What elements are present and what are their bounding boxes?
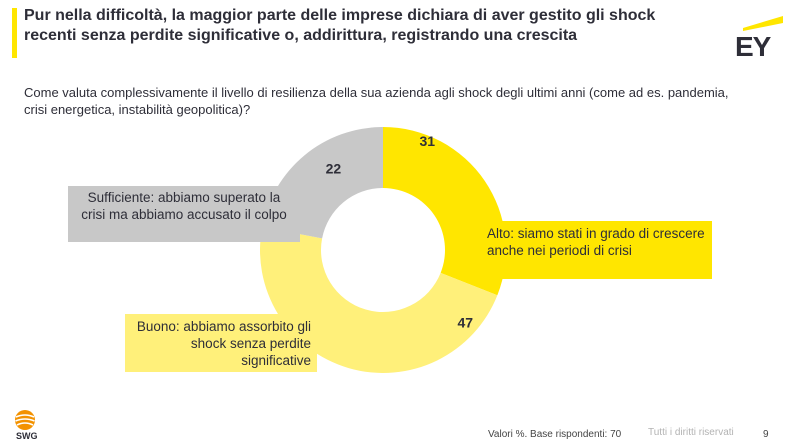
ey-logo-text: EY — [735, 31, 771, 62]
survey-question: Come valuta complessivamente il livello … — [24, 85, 729, 117]
swg-logo-text: SWG — [16, 431, 38, 441]
ey-logo: EY — [735, 14, 785, 68]
value-label-buono: 47 — [457, 315, 473, 331]
slice-alto — [383, 127, 506, 296]
callout-sufficiente: Sufficiente: abbiamo superato la crisi m… — [68, 186, 300, 242]
swg-logo: SWG — [14, 409, 44, 445]
ey-logo-beam-icon — [743, 16, 783, 31]
page-number: 9 — [763, 429, 769, 440]
title-accent-bar — [12, 8, 17, 58]
swg-globe-icon — [15, 410, 35, 430]
value-label-alto: 31 — [419, 133, 435, 149]
page-title: Pur nella difficoltà, la maggior parte d… — [24, 7, 656, 44]
value-label-sufficiente: 22 — [326, 160, 342, 176]
slice-buono — [260, 226, 498, 373]
footer-note: Valori %. Base rispondenti: 70 — [488, 429, 622, 440]
footer-rights: Tutti i diritti riservati — [648, 427, 734, 438]
callout-buono: Buono: abbiamo assorbito gli shock senza… — [125, 314, 317, 372]
callout-alto: Alto: siamo stati in grado di crescere a… — [477, 221, 712, 279]
